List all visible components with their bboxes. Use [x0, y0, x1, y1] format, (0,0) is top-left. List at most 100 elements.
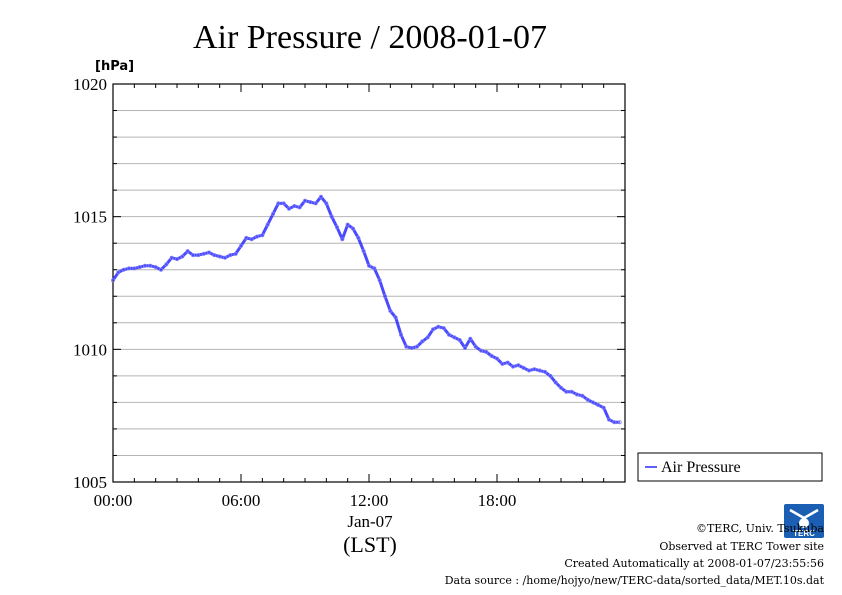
- legend-box: [637, 452, 823, 482]
- data-point: [313, 201, 318, 206]
- data-point: [254, 234, 259, 239]
- data-point: [500, 361, 505, 366]
- data-point: [420, 339, 425, 344]
- data-point: [489, 353, 494, 358]
- y-tick-label: 1015: [73, 208, 107, 227]
- data-point: [228, 253, 233, 258]
- data-point: [340, 237, 345, 242]
- y-tick-label: 1005: [73, 473, 107, 492]
- data-point: [345, 222, 350, 227]
- y-axis-unit: [hPa]: [95, 59, 134, 74]
- data-point: [505, 360, 510, 365]
- data-point: [564, 389, 569, 394]
- data-point: [372, 266, 377, 271]
- data-point: [270, 212, 275, 217]
- data-point: [249, 237, 254, 242]
- x-tick-label: 06:00: [222, 491, 261, 510]
- data-point: [356, 235, 361, 240]
- data-point: [297, 205, 302, 210]
- data-point: [324, 201, 329, 206]
- data-point: [398, 332, 403, 337]
- series-line-air-pressure: [111, 195, 620, 424]
- data-point: [393, 315, 398, 320]
- data-point: [334, 225, 339, 230]
- data-point: [308, 200, 313, 205]
- data-point: [185, 249, 190, 254]
- data-point: [142, 263, 147, 268]
- data-point: [302, 198, 307, 203]
- data-point: [516, 363, 521, 368]
- data-point: [596, 403, 601, 408]
- data-point: [452, 335, 457, 340]
- data-point: [217, 254, 222, 259]
- data-point: [292, 204, 297, 209]
- data-point: [569, 389, 574, 394]
- x-axis-timezone-label: (LST): [343, 532, 397, 557]
- footer-source: Data source : /home/hojyo/new/TERC-data/…: [444, 574, 824, 587]
- data-point: [462, 346, 467, 351]
- data-point: [446, 332, 451, 337]
- x-tick-label: 00:00: [94, 491, 133, 510]
- data-point: [473, 344, 478, 349]
- data-point: [607, 417, 612, 422]
- data-point: [137, 265, 142, 270]
- data-point: [206, 250, 211, 255]
- data-point: [238, 243, 243, 248]
- data-point: [201, 251, 206, 256]
- data-point: [361, 249, 366, 254]
- data-point: [233, 251, 238, 256]
- plot-frame: [112, 83, 626, 483]
- data-point: [169, 255, 174, 260]
- data-point: [468, 336, 473, 341]
- data-point: [510, 364, 515, 369]
- data-point: [164, 262, 169, 267]
- data-point: [121, 267, 126, 272]
- series-layer: [111, 194, 622, 425]
- data-point: [617, 420, 622, 425]
- data-point: [158, 267, 163, 272]
- svg-text:TERC: TERC: [793, 529, 815, 538]
- legend: Air Pressure: [637, 452, 823, 482]
- data-point: [441, 326, 446, 331]
- data-point: [190, 253, 195, 258]
- data-point: [148, 263, 153, 268]
- x-tick-label: 18:00: [478, 491, 517, 510]
- grid-layer: [113, 110, 625, 456]
- data-point: [457, 338, 462, 343]
- data-point: [377, 278, 382, 283]
- data-point: [281, 201, 286, 206]
- data-point: [527, 368, 532, 373]
- footer-created: Created Automatically at 2008-01-07/23:5…: [564, 557, 824, 570]
- data-point: [244, 235, 249, 240]
- data-point: [116, 270, 121, 275]
- data-point: [543, 369, 548, 374]
- data-point: [127, 266, 132, 271]
- data-point: [601, 405, 606, 410]
- data-point: [425, 335, 430, 340]
- legend-label: Air Pressure: [661, 459, 741, 476]
- data-point: [585, 397, 590, 402]
- tick-layer: 1005 1010 1015 1020 00:00 06:00 12:00 18:00: [73, 75, 626, 510]
- data-point: [580, 393, 585, 398]
- data-point: [559, 385, 564, 390]
- data-point: [350, 226, 355, 231]
- data-point: [404, 344, 409, 349]
- data-point: [409, 346, 414, 351]
- data-point: [612, 420, 617, 425]
- data-point: [591, 400, 596, 405]
- data-point: [521, 365, 526, 370]
- data-point: [276, 201, 281, 206]
- footer-observed: Observed at TERC Tower site: [659, 540, 824, 553]
- data-point: [329, 214, 334, 219]
- data-point: [212, 253, 217, 258]
- data-point: [111, 278, 116, 283]
- x-tick-label: 12:00: [350, 491, 389, 510]
- data-point: [222, 255, 227, 260]
- x-axis-date-label: Jan-07: [347, 512, 393, 531]
- data-point: [265, 222, 270, 227]
- terc-logo: TERC: [784, 504, 824, 538]
- data-point: [478, 348, 483, 353]
- data-point: [174, 257, 179, 262]
- data-point: [484, 349, 489, 354]
- data-point: [414, 344, 419, 349]
